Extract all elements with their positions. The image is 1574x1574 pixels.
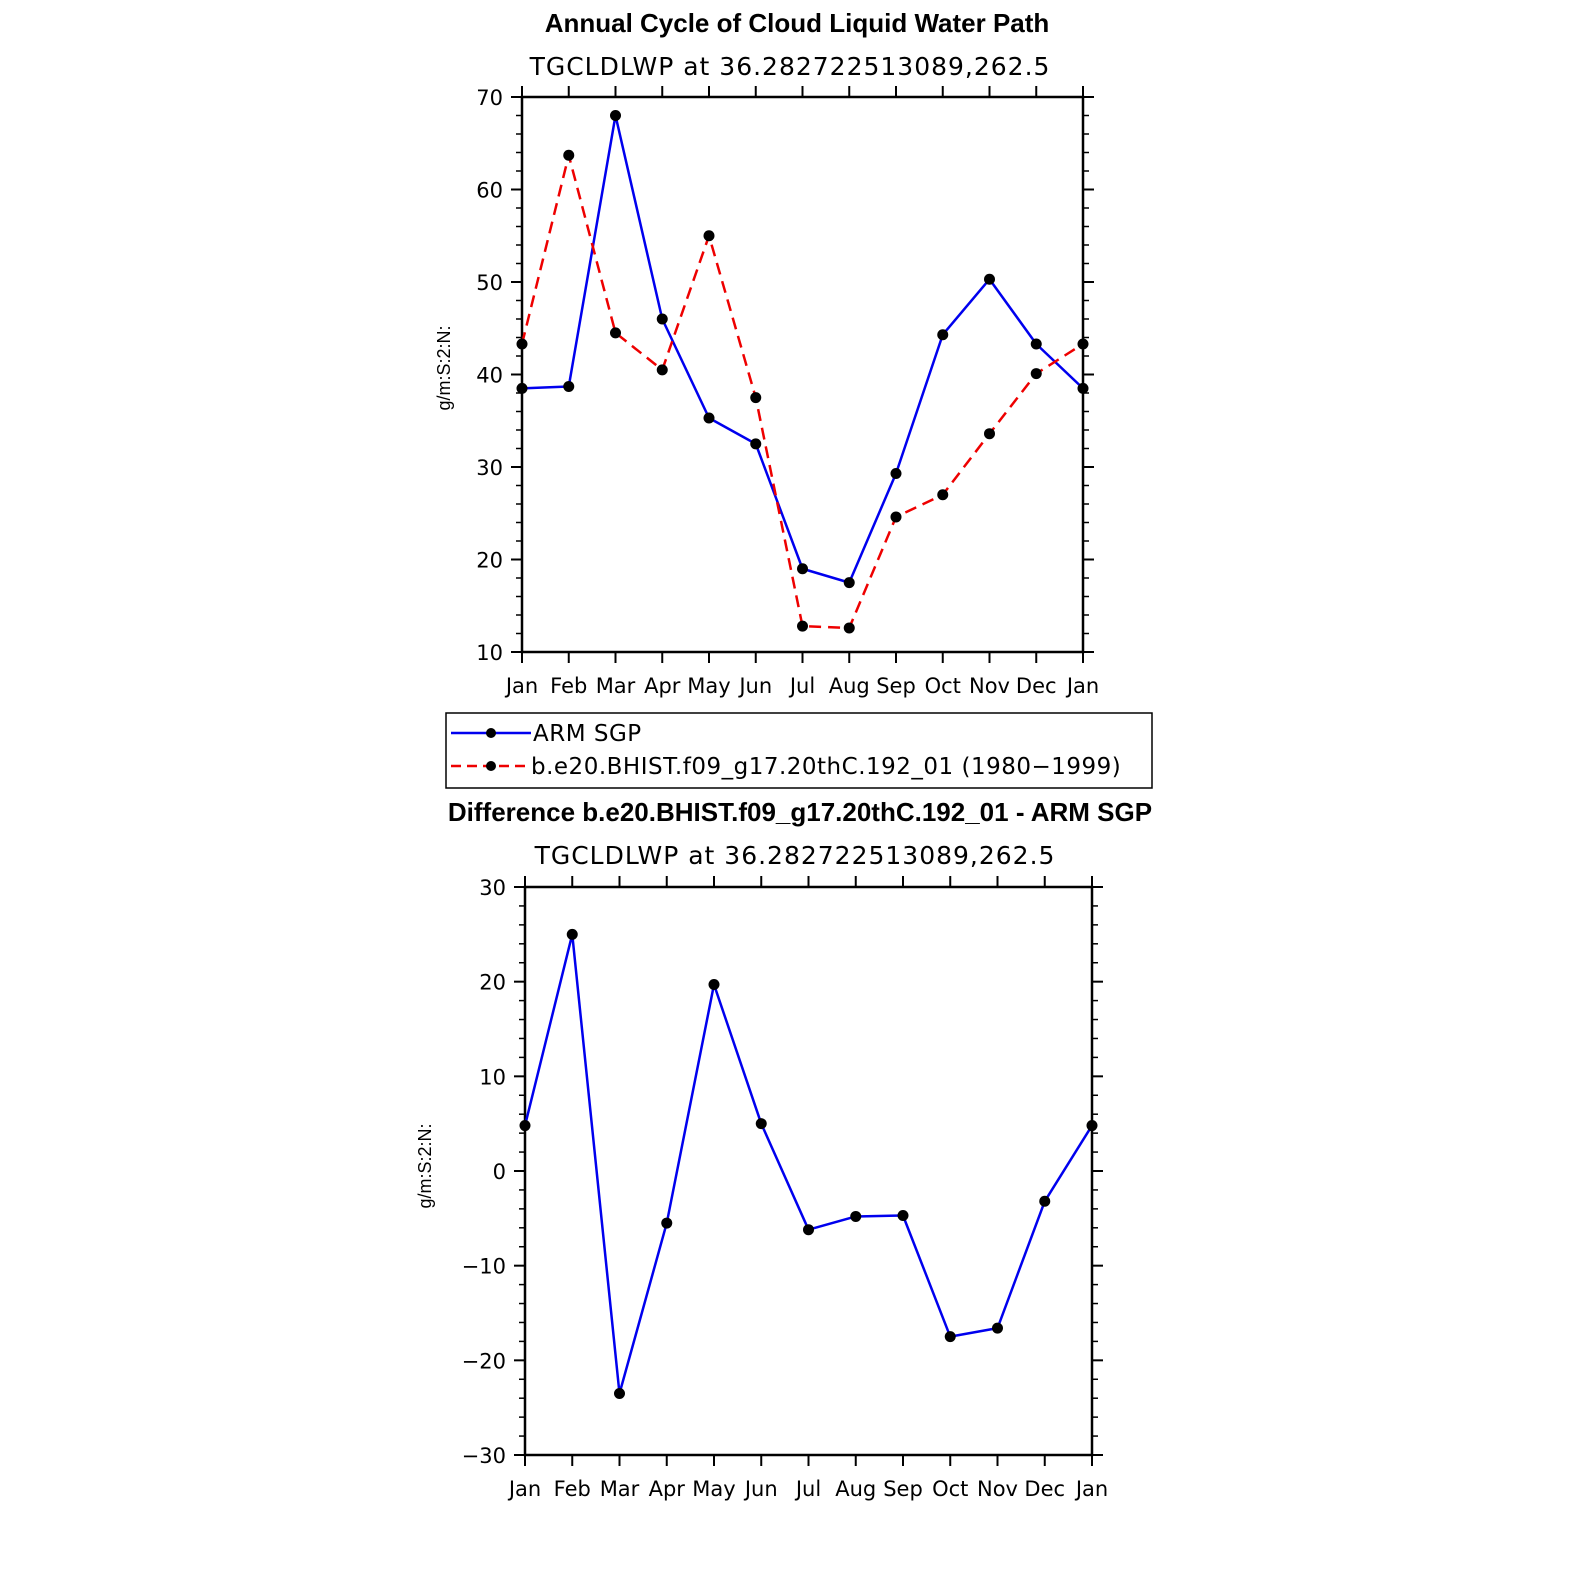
top-chart-series-0-point: [703, 412, 715, 424]
top-chart-x-tick-label: Oct: [925, 674, 961, 698]
bottom-chart-x-tick-label: Jan: [1074, 1477, 1108, 1501]
top-chart-series-0-point: [937, 329, 949, 341]
top-chart-y-tick-label: 20: [476, 549, 503, 573]
top-chart-y-tick-label: 10: [476, 641, 503, 665]
bottom-chart-y-axis-label: g/m:S:2:N:: [415, 1123, 435, 1208]
bottom-chart-x-tick-label: Feb: [554, 1477, 591, 1501]
top-chart-x-tick-label: Mar: [596, 674, 636, 698]
bottom-chart-title: Difference b.e20.BHIST.f09_g17.20thC.192…: [448, 797, 1152, 827]
top-chart-series-1-point: [890, 511, 902, 523]
bottom-chart-x-tick-label: Apr: [649, 1477, 686, 1501]
bottom-chart-x-tick-label: Nov: [977, 1477, 1018, 1501]
bottom-chart-series-0-point: [897, 1209, 909, 1221]
top-chart-series-1-point: [563, 149, 575, 161]
legend-arm-marker: [486, 728, 496, 738]
bottom-chart-series-0-point: [803, 1224, 814, 1236]
top-chart-series-1-point: [516, 338, 528, 350]
bottom-chart-x-tick-label: Aug: [835, 1477, 876, 1501]
top-chart-series-1-point: [1030, 368, 1042, 380]
top-chart-series-1-point: [843, 622, 855, 634]
top-chart-x-tick-label: Nov: [969, 674, 1010, 698]
top-chart-x-tick-label: Jan: [1065, 674, 1099, 698]
top-chart-x-tick-label: Feb: [550, 674, 587, 698]
top-chart-series-1-point: [610, 327, 621, 339]
bottom-chart-series-0-line: [523, 933, 1094, 1395]
legend-model-label: b.e20.BHIST.f09_g17.20thC.192_01 (1980−1…: [531, 754, 1121, 780]
top-chart-series-1-point: [984, 428, 995, 440]
top-chart-subtitle: TGCLDLWP at 36.282722513089,262.5: [529, 52, 1051, 81]
top-chart-series-0-point: [563, 381, 575, 393]
top-chart-x-tick-label: Dec: [1016, 674, 1057, 698]
bottom-chart-plot-frame: [523, 885, 1094, 1457]
legend-box: [445, 712, 1153, 789]
bottom-chart-series-0-point: [850, 1210, 862, 1222]
bottom-chart-series-0-point: [708, 979, 720, 991]
bottom-chart-y-tick-label: 10: [479, 1065, 506, 1089]
bottom-chart-y-tick-label: −30: [462, 1444, 506, 1468]
top-chart-series-0-point: [890, 467, 902, 479]
bottom-chart-series-0-point: [519, 1120, 531, 1132]
bottom-chart-series-0-point: [566, 928, 578, 940]
top-chart-series-0-point: [1030, 338, 1042, 350]
top-chart-series-1-point: [656, 364, 668, 376]
top-chart-series-0-point: [516, 382, 528, 394]
bottom-chart-series-0-point: [755, 1118, 767, 1130]
top-chart-series-0-point: [750, 438, 762, 450]
bottom-chart-plot: Jan Feb Mar Apr May Jun Jul Aug Sep Oct Nov Dec Jan−…: [462, 876, 1108, 1501]
bottom-chart-x-tick-label: May: [692, 1477, 735, 1501]
top-chart-series-1-point: [750, 392, 762, 404]
top-chart-series-0-point: [797, 563, 808, 575]
bottom-chart-x-tick-label: Jun: [743, 1477, 778, 1501]
top-chart-y-axis-label: g/m:S:2:N:: [434, 325, 454, 410]
top-chart-x-tick-label: Jun: [737, 674, 772, 698]
bottom-chart-y-tick-label: −10: [462, 1255, 506, 1279]
bottom-chart-x-tick-label: Dec: [1024, 1477, 1065, 1501]
top-chart-x-tick-label: Jan: [504, 674, 538, 698]
top-chart-x-tick-label: Apr: [644, 674, 681, 698]
top-chart-series-1-line: [520, 154, 1084, 630]
bottom-chart-series-0-point: [614, 1387, 625, 1399]
top-chart-y-tick-label: 60: [476, 179, 503, 203]
bottom-chart-y-tick-label: 0: [493, 1160, 506, 1184]
bottom-chart-series-0-point: [1086, 1120, 1098, 1132]
top-chart-series-0-point: [610, 110, 621, 121]
legend-arm-label: ARM SGP: [533, 721, 642, 747]
top-chart-y-tick-label: 40: [476, 364, 503, 388]
top-chart-series-1-point: [797, 620, 808, 632]
legend-model-marker: [486, 761, 496, 771]
top-chart-series-1-point: [937, 489, 949, 501]
bottom-chart-series-0-point: [661, 1217, 673, 1229]
bottom-chart-x-tick-label: Jul: [794, 1477, 821, 1501]
top-chart-x-tick-label: Jul: [788, 674, 815, 698]
legend: ARM SGP b.e20.BHIST.f09_g17.20thC.192_01…: [445, 712, 1153, 789]
top-chart-series-0-line: [521, 114, 1084, 584]
top-chart-series-0-point: [1077, 382, 1089, 394]
top-chart-x-tick-label: Sep: [876, 674, 916, 698]
bottom-chart-y-tick-label: 30: [479, 876, 506, 900]
bottom-chart-x-tick-label: Mar: [600, 1477, 640, 1501]
top-chart-title: Annual Cycle of Cloud Liquid Water Path: [545, 8, 1050, 38]
bottom-chart-y-tick-label: −20: [462, 1349, 506, 1373]
bottom-chart-y-tick-label: 20: [479, 971, 506, 995]
top-chart-series-0-point: [656, 313, 668, 325]
top-chart-y-tick-label: 70: [476, 86, 503, 110]
top-chart-series-0-point: [984, 273, 995, 285]
bottom-chart-x-tick-label: Sep: [883, 1477, 923, 1501]
top-chart-y-tick-label: 30: [476, 456, 503, 480]
top-chart-x-tick-label: May: [687, 674, 730, 698]
bottom-chart-series-0-point: [1039, 1195, 1051, 1207]
top-chart-series-0-point: [843, 577, 855, 589]
top-chart-y-tick-label: 50: [476, 271, 503, 295]
top-chart-series-1-point: [703, 230, 715, 242]
top-chart-plot: Jan Feb Mar Apr May Jun Jul Aug Sep Oct Nov Dec Jan1…: [476, 86, 1099, 698]
bottom-chart-series-0-point: [944, 1331, 956, 1343]
bottom-chart-subtitle: TGCLDLWP at 36.282722513089,262.5: [534, 841, 1056, 870]
bottom-chart-series-0-point: [992, 1322, 1003, 1334]
bottom-chart-x-tick-label: Oct: [932, 1477, 968, 1501]
top-chart-series-1-point: [1077, 338, 1089, 350]
bottom-chart-x-tick-label: Jan: [507, 1477, 541, 1501]
top-chart-x-tick-label: Aug: [829, 674, 870, 698]
